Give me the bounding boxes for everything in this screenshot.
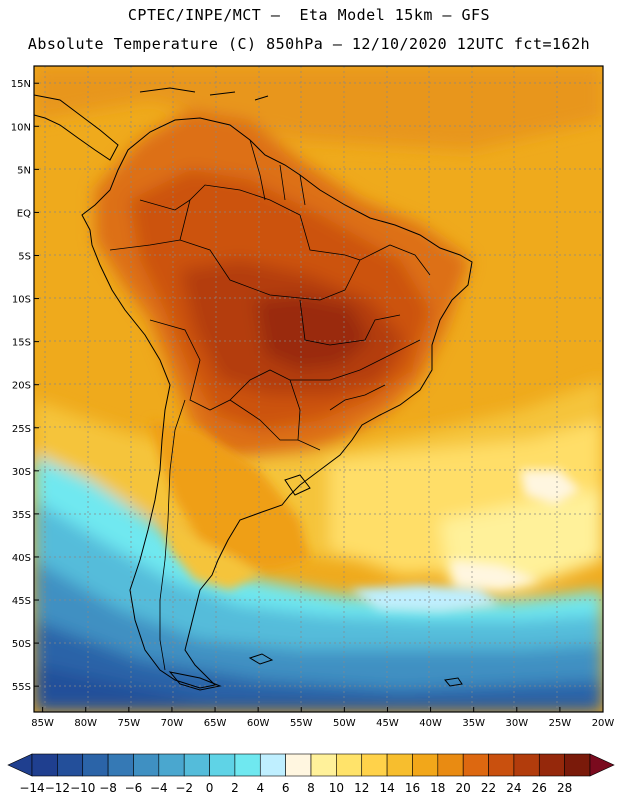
colorbar-label: 22 (481, 781, 496, 795)
map-title-line-1: CPTEC/INPE/MCT – Eta Model 15km – GFS (127, 6, 491, 24)
lat-tick-label: EQ (17, 208, 31, 219)
colorbar-low-arrow (7, 753, 33, 777)
lat-tick-label: 15S (12, 338, 31, 349)
central-america-coastline (34, 94, 119, 161)
colorbar-label: 28 (557, 781, 572, 795)
lat-tick-label: 40S (12, 553, 31, 564)
colorbar-label: 16 (405, 781, 420, 795)
lon-tick-label: 20W (592, 718, 615, 729)
colorbar-label: 24 (506, 781, 521, 795)
colorbar-label: −10 (70, 781, 95, 795)
colorbar-swatch (564, 753, 591, 777)
temperature-field (34, 66, 603, 712)
lon-tick-label: 50W (333, 718, 356, 729)
colorbar-swatch (158, 753, 185, 777)
south-georgia (444, 677, 463, 687)
colorbar-label: −2 (175, 781, 193, 795)
temperature-colorbar: −14 −12 −10 −8 −6 −4 −2 0 2 4 6 8 10 12 14 16 18 20 22 24 26… (7, 753, 615, 795)
map-title-line-2: Absolute Temperature (C) 850hPa – 12/10/… (27, 35, 591, 53)
lat-tick-label: 50S (12, 639, 31, 650)
colorbar-label: −4 (150, 781, 168, 795)
lon-tick-label: 30W (505, 718, 528, 729)
falklands (248, 653, 274, 665)
colorbar-label: 26 (532, 781, 547, 795)
lon-tick-label: 70W (161, 718, 184, 729)
colorbar-swatch (538, 753, 565, 777)
lon-tick-label: 85W (31, 718, 54, 729)
lon-tick-label: 40W (419, 718, 442, 729)
lon-tick-label: 75W (118, 718, 141, 729)
colorbar-swatch (462, 753, 489, 777)
colorbar-label: −8 (99, 781, 117, 795)
lon-tick-label: 80W (74, 718, 97, 729)
colorbar-high-arrow (589, 753, 615, 777)
colorbar-swatch (133, 753, 160, 777)
colorbar-label: 0 (206, 781, 214, 795)
lat-tick-label: 5S (18, 251, 31, 262)
colorbar-label: 8 (307, 781, 315, 795)
latitude-axis: 15N 10N 5N EQ 5S 10S 15S 20S 25S 30S 35S 40S 45S 50S 5… (11, 79, 39, 693)
lat-tick-label: 15N (11, 79, 31, 90)
lat-tick-label: 25S (12, 424, 31, 435)
lat-tick-label: 45S (12, 596, 31, 607)
colorbar-swatch (488, 753, 515, 777)
lon-tick-label: 65W (204, 718, 227, 729)
colorbar-label: 10 (329, 781, 344, 795)
colorbar-label: −14 (19, 781, 44, 795)
colorbar-swatch (31, 753, 58, 777)
colorbar-swatch (412, 753, 439, 777)
colorbar-label: 2 (231, 781, 239, 795)
caribbean-islands (139, 87, 269, 101)
lagoa-dos-patos (284, 474, 311, 496)
colorbar-label: 20 (456, 781, 471, 795)
colorbar-swatch (107, 753, 134, 777)
colorbar-swatch (361, 753, 388, 777)
colorbar-swatch (82, 753, 109, 777)
lon-tick-label: 25W (549, 718, 572, 729)
lat-tick-label: 30S (12, 467, 31, 478)
colorbar-swatch (513, 753, 540, 777)
colorbar-swatch (57, 753, 84, 777)
colorbar-swatch (437, 753, 464, 777)
lat-tick-label: 35S (12, 510, 31, 521)
lon-tick-label: 35W (462, 718, 485, 729)
colorbar-label: 4 (256, 781, 264, 795)
lat-tick-label: 20S (12, 381, 31, 392)
country-borders (109, 139, 431, 671)
lon-tick-label: 55W (290, 718, 313, 729)
lon-tick-label: 60W (247, 718, 270, 729)
colorbar-swatch (310, 753, 337, 777)
colorbar-swatch (209, 753, 236, 777)
colorbar-label: 18 (430, 781, 445, 795)
south-america-coastline (81, 117, 473, 689)
colorbar-swatch (234, 753, 261, 777)
colorbar-label: −12 (45, 781, 70, 795)
map-frame (33, 65, 604, 713)
coastlines (34, 87, 473, 691)
colorbar-label: 12 (354, 781, 369, 795)
lat-tick-label: 10N (11, 122, 31, 133)
colorbar-label: −6 (125, 781, 143, 795)
longitude-axis: 85W 80W 75W 70W 65W 60W 55W 50W 45W 40W 35W 30W 25W 2… (31, 707, 614, 729)
colorbar-swatch (285, 753, 312, 777)
lat-tick-label: 5N (17, 165, 31, 176)
lon-tick-label: 45W (376, 718, 399, 729)
lat-tick-label: 10S (12, 295, 31, 306)
colorbar-swatch (183, 753, 210, 777)
colorbar-swatch (336, 753, 363, 777)
colorbar-swatch (259, 753, 286, 777)
lat-tick-label: 55S (12, 682, 31, 693)
colorbar-label: 6 (282, 781, 290, 795)
colorbar-swatch (386, 753, 413, 777)
tierra-del-fuego (168, 671, 222, 691)
colorbar-label: 14 (379, 781, 394, 795)
